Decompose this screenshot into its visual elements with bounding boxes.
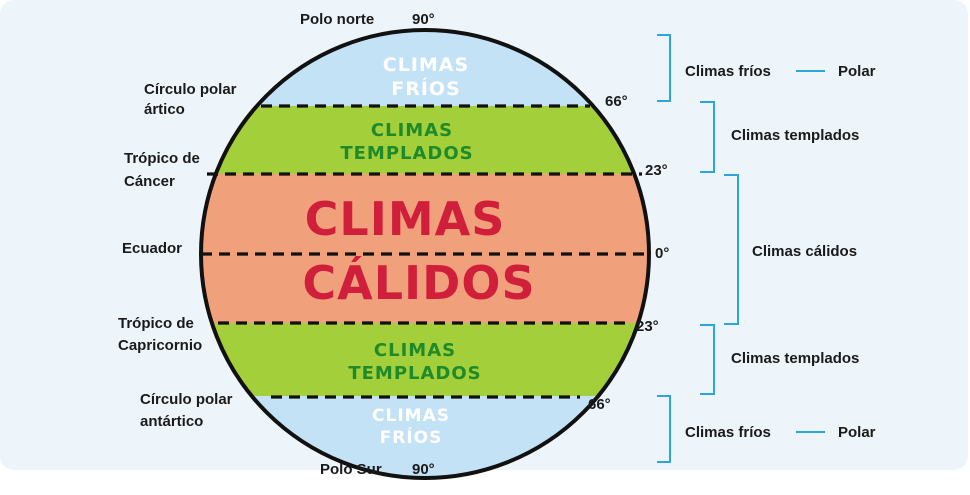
- latitude-lines: [201, 104, 648, 399]
- legend-templados-top: Climas templados: [731, 127, 859, 144]
- label-circulo-antartico-line2: antártico: [140, 413, 203, 430]
- label-tropico-capricornio-line1: Trópico de: [118, 315, 194, 332]
- band-temperate-south: [201, 323, 649, 396]
- zone-templados-bottom-line1: CLIMAS: [374, 340, 456, 361]
- band-warm: [201, 174, 649, 323]
- legend-frios-bottom: Climas fríos: [685, 424, 771, 441]
- globe-outline: [199, 28, 651, 480]
- zone-templados-bottom-line2: TEMPLADOS: [348, 363, 481, 384]
- zone-frios-bottom-line1: CLIMAS: [372, 406, 450, 426]
- left-labels: Polo norte 90° Círculo polar ártico Tróp…: [118, 11, 435, 478]
- zone-frios-bottom-line2: FRÍOS: [380, 426, 443, 448]
- degree-ecuador: 0°: [655, 245, 669, 262]
- degree-capricornio: 23°: [636, 318, 659, 335]
- bracket-frios-bottom: [657, 395, 671, 463]
- legend-calidos: Climas cálidos: [752, 243, 857, 260]
- zone-frios-top-line2: FRÍOS: [391, 77, 461, 100]
- zone-templados-top-line1: CLIMAS: [371, 120, 453, 141]
- band-temperate-north: [201, 106, 649, 174]
- label-circulo-artico-line1: Círculo polar: [144, 81, 237, 98]
- label-tropico-capricornio-line2: Capricornio: [118, 337, 202, 354]
- bracket-templados-bottom: [700, 324, 715, 395]
- label-circulo-antartico-line1: Círculo polar: [140, 391, 233, 408]
- legend-polar-bottom: Polar: [838, 424, 876, 441]
- zone-frios-top-line1: CLIMAS: [383, 54, 469, 76]
- zone-calidos-line2: CÁLIDOS: [302, 256, 535, 310]
- bracket-calidos: [724, 174, 739, 325]
- degree-labels: 66° 23° 0° 23° 66°: [588, 93, 669, 413]
- degree-norte: 90°: [412, 11, 435, 28]
- bracket-frios-top: [657, 34, 671, 102]
- degree-artico: 66°: [605, 93, 628, 110]
- degree-sur: 90°: [412, 461, 435, 478]
- label-polo-norte: Polo norte: [300, 11, 374, 28]
- legend-templados-bottom: Climas templados: [731, 350, 859, 367]
- legend-brackets: [657, 34, 825, 463]
- label-polo-sur: Polo Sur: [320, 461, 382, 478]
- zone-labels: CLIMAS FRÍOS CLIMAS TEMPLADOS CLIMAS CÁL…: [302, 54, 535, 448]
- legend-polar-top: Polar: [838, 63, 876, 80]
- legend-labels: Climas fríos Polar Climas templados Clim…: [685, 63, 876, 441]
- bracket-templados-top: [700, 101, 715, 173]
- zone-calidos-line1: CLIMAS: [305, 192, 506, 246]
- label-ecuador: Ecuador: [122, 240, 182, 257]
- label-tropico-cancer-line2: Cáncer: [124, 173, 175, 190]
- degree-antartico: 66°: [588, 396, 611, 413]
- legend-frios-top: Climas fríos: [685, 63, 771, 80]
- label-tropico-cancer-line1: Trópico de: [124, 150, 200, 167]
- label-circulo-artico-line2: ártico: [144, 101, 185, 118]
- zone-templados-top-line2: TEMPLADOS: [340, 143, 473, 164]
- degree-cancer: 23°: [645, 162, 668, 179]
